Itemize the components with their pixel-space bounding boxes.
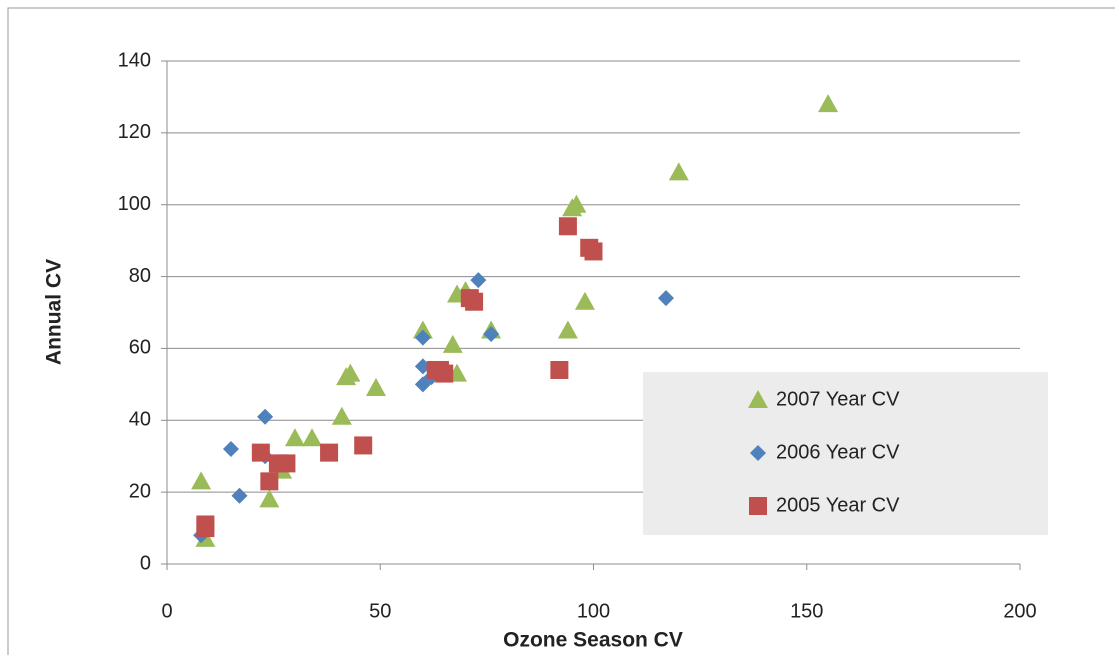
point (340, 363, 361, 382)
legend-label: 2007 Year CV (776, 388, 900, 410)
point (284, 428, 305, 447)
point (251, 443, 270, 462)
point (435, 364, 454, 383)
legend-label: 2005 Year CV (776, 494, 900, 516)
chart-frame (7, 7, 1115, 655)
point (231, 487, 248, 504)
point (574, 291, 595, 310)
y-tick-label: 80 (129, 265, 151, 287)
point (658, 290, 675, 307)
x-tick-label: 200 (1003, 600, 1036, 622)
point (584, 242, 603, 261)
y-tick-label: 140 (118, 49, 151, 71)
legend-marker (750, 445, 766, 461)
y-axis-title: Annual CV (43, 259, 66, 365)
point (277, 454, 296, 473)
legend-marker (748, 390, 768, 408)
point (222, 441, 239, 458)
y-tick-label: 40 (129, 409, 151, 431)
y-tick-label: 0 (140, 552, 151, 574)
point (191, 471, 212, 490)
legend-box (643, 372, 1048, 535)
point (320, 443, 339, 462)
point (412, 320, 433, 339)
point (354, 436, 373, 455)
point (442, 334, 463, 353)
point (365, 377, 386, 396)
point (818, 94, 839, 113)
point (566, 194, 587, 213)
x-tick-label: 50 (369, 600, 391, 622)
point (259, 489, 280, 508)
x-tick-label: 150 (790, 600, 823, 622)
point (557, 320, 578, 339)
point (465, 292, 484, 311)
point (483, 326, 500, 343)
y-tick-label: 20 (129, 480, 151, 502)
point (331, 406, 352, 425)
point (260, 472, 279, 491)
point (302, 428, 323, 447)
point (470, 272, 487, 289)
point (558, 217, 577, 236)
y-tick-label: 120 (118, 121, 151, 143)
x-tick-label: 0 (161, 600, 172, 622)
x-axis-title: Ozone Season CV (503, 629, 683, 652)
x-tick-label: 100 (577, 600, 610, 622)
point (414, 329, 431, 346)
y-tick-label: 100 (118, 193, 151, 215)
point (196, 515, 215, 534)
legend-marker (749, 497, 767, 515)
point (668, 162, 689, 181)
point (550, 360, 569, 379)
point (257, 408, 274, 425)
legend-label: 2006 Year CV (776, 441, 900, 463)
y-tick-label: 60 (129, 337, 151, 359)
